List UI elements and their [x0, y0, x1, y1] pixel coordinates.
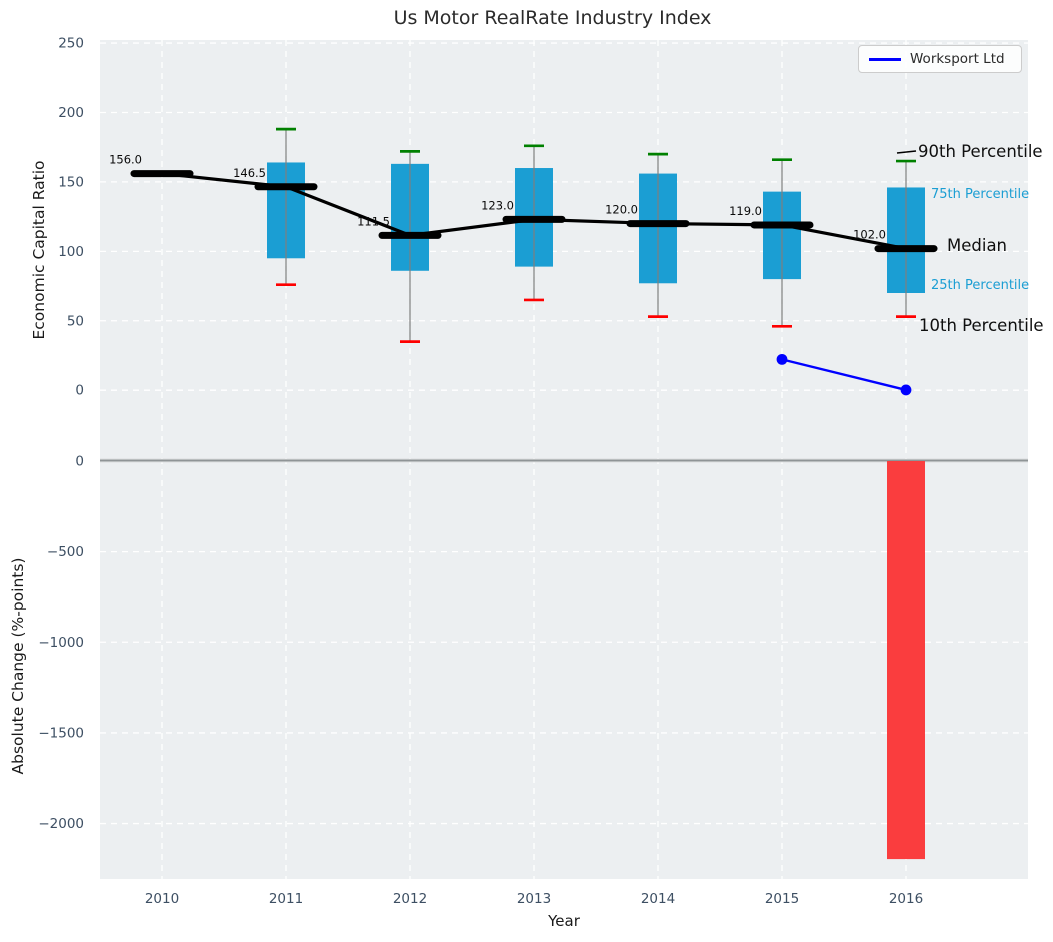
y-tick-label-top: 100 [58, 244, 84, 260]
worksport-point-2016 [900, 384, 912, 396]
x-tick-label: 2015 [765, 891, 799, 907]
annotation-median: Median [947, 236, 1008, 255]
y-tick-label-bottom: −1500 [38, 725, 84, 741]
annotation-90th-percentile: 90th Percentile [918, 142, 1043, 161]
annotation-10th-percentile: 10th Percentile [919, 316, 1044, 335]
y-tick-label-top: 250 [58, 36, 84, 52]
y-tick-label-top: 50 [67, 313, 84, 329]
median-value-label-2016: 102.0 [853, 228, 886, 242]
x-tick-label: 2012 [393, 891, 427, 907]
median-value-label-2014: 120.0 [605, 203, 638, 217]
worksport-point-2015 [776, 353, 788, 365]
y-axis-label-bottom: Absolute Change (%-points) [9, 557, 27, 775]
y-tick-label-top: 150 [58, 174, 84, 190]
worksport-line [781, 358, 907, 392]
median-value-label-2012: 111.5 [357, 214, 390, 228]
annotation-75th-percentile: 75th Percentile [931, 187, 1030, 202]
chart-title: Us Motor RealRate Industry Index [393, 7, 712, 29]
median-value-label-2010: 156.0 [109, 153, 142, 167]
y-tick-label-bottom: 0 [75, 454, 84, 470]
legend-line-sample [869, 57, 901, 61]
y-tick-label-bottom: −1000 [38, 635, 84, 651]
legend-label: Worksport Ltd [910, 51, 1005, 67]
annotation-25th-percentile: 25th Percentile [931, 278, 1030, 293]
y-axis-label-top: Economic Capital Ratio [30, 160, 48, 340]
x-tick-label: 2014 [641, 891, 675, 907]
x-tick-label: 2010 [145, 891, 179, 907]
y-tick-label-top: 200 [58, 105, 84, 121]
median-value-label-2013: 123.0 [481, 198, 514, 212]
legend: Worksport Ltd [858, 45, 1022, 73]
x-tick-label: 2013 [517, 891, 551, 907]
y-tick-label-bottom: −500 [47, 544, 84, 560]
x-axis-label: Year [548, 912, 580, 930]
x-tick-label: 2016 [889, 891, 923, 907]
annotation-leader-90th [896, 150, 917, 154]
y-tick-label-top: 0 [75, 383, 84, 399]
change-bar-2016 [887, 461, 925, 860]
median-value-label-2011: 146.5 [233, 166, 266, 180]
x-tick-label: 2011 [269, 891, 303, 907]
y-tick-label-bottom: −2000 [38, 816, 84, 832]
median-value-label-2015: 119.0 [729, 204, 762, 218]
